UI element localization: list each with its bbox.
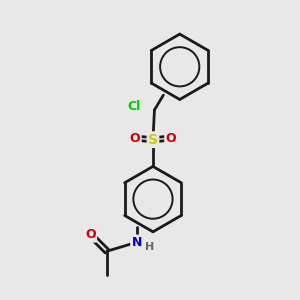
- Text: S: S: [148, 133, 158, 147]
- Text: O: O: [130, 132, 140, 145]
- Text: Cl: Cl: [128, 100, 141, 113]
- Text: O: O: [166, 132, 176, 145]
- Text: N: N: [131, 236, 142, 249]
- Text: H: H: [146, 242, 154, 252]
- Text: O: O: [85, 228, 96, 242]
